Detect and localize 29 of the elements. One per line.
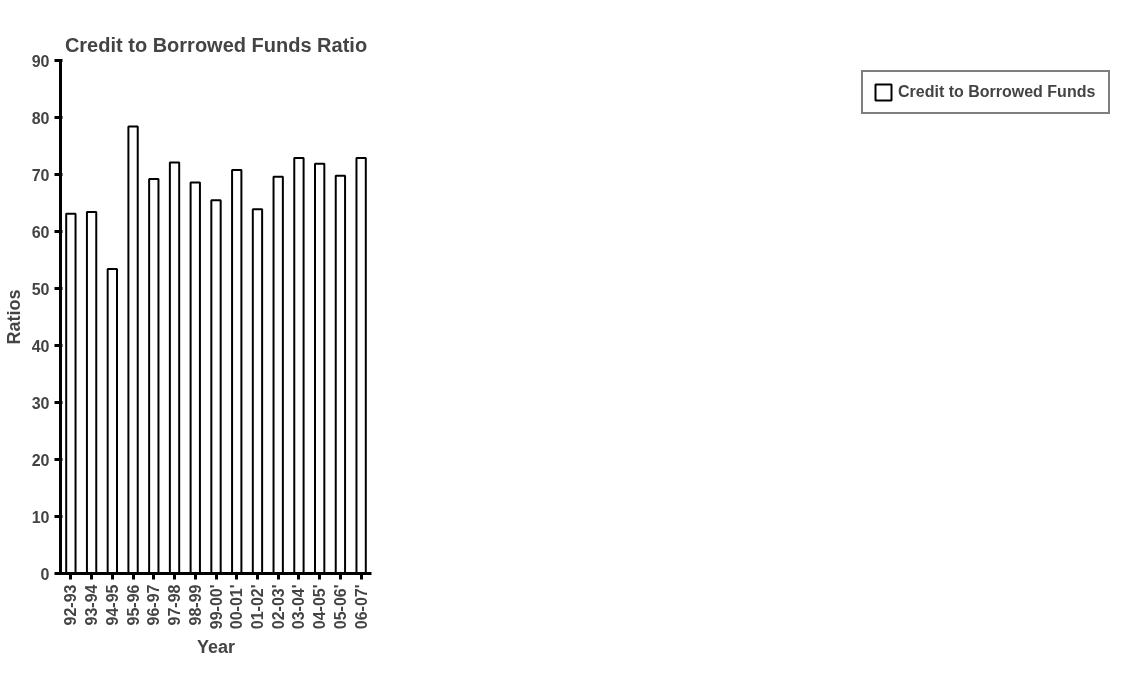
x-tick-label: 03-04'	[290, 584, 308, 630]
x-tick-label: 99-00'	[207, 584, 225, 630]
x-tick-label: 93-94	[83, 584, 101, 626]
x-tick-label: 05-06'	[331, 584, 349, 630]
y-tick-label: 50	[31, 280, 50, 298]
y-tick-label: 80	[31, 109, 50, 127]
x-tick-label: 94-95	[103, 584, 121, 626]
x-tick-label: 01-02'	[248, 584, 266, 630]
y-tick-label: 60	[31, 223, 50, 241]
y-tick-label: 30	[31, 394, 50, 412]
y-tick-label: 20	[31, 451, 50, 469]
y-tick-label: 0	[40, 565, 50, 583]
x-tick-label: 95-96	[124, 584, 142, 626]
y-tick-label: 10	[31, 508, 50, 526]
x-tick-label: 96-97	[145, 584, 163, 626]
legend-label: Credit to Borrowed Funds	[898, 83, 1097, 101]
x-tick-label: 97-98	[166, 584, 184, 626]
y-tick-label: 70	[31, 166, 50, 184]
x-tick-label: 04-05'	[311, 584, 329, 630]
y-axis-title: Ratios	[3, 289, 24, 345]
x-tick-label: 98-99	[186, 584, 204, 626]
y-tick-label: 40	[31, 337, 50, 355]
x-axis-title: Year	[196, 637, 236, 658]
chart-title: Credit to Borrowed Funds Ratio	[64, 33, 368, 56]
x-tick-label: 92-93	[62, 584, 80, 626]
x-tick-label: 06-07'	[352, 584, 370, 630]
x-tick-label: 02-03'	[269, 584, 287, 630]
y-tick-label: 90	[31, 52, 50, 70]
x-tick-label: 00-01'	[228, 584, 246, 630]
